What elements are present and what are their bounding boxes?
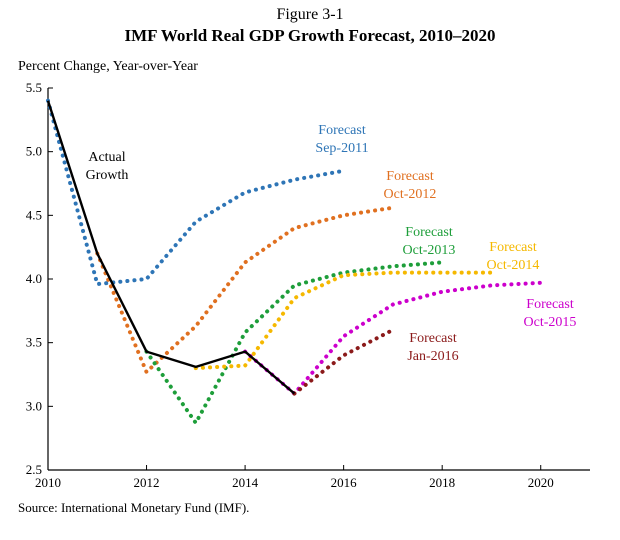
- figure-label: Figure 3-1: [276, 6, 344, 23]
- series-label-forecast-jan-2016: Forecast: [409, 331, 457, 346]
- series-line-forecast-jan-2016: [292, 327, 395, 396]
- source-note: Source: International Monetary Fund (IMF…: [18, 500, 250, 515]
- series-label-forecast-jan-2016: Jan-2016: [407, 349, 458, 364]
- series-label-forecast-oct-2015: Oct-2015: [524, 315, 577, 330]
- series-line-forecast-oct-2014: [193, 270, 494, 371]
- y-tick-label: 5.0: [26, 144, 42, 159]
- series-line-forecast-sep-2011: [46, 98, 346, 287]
- y-tick-label: 3.0: [26, 398, 42, 413]
- series-label-actual-growth: Growth: [86, 168, 129, 183]
- y-tick-label: 3.5: [26, 335, 42, 350]
- series-label-forecast-sep-2011: Sep-2011: [315, 141, 368, 156]
- series-label-forecast-oct-2012: Oct-2012: [384, 187, 437, 202]
- series-line-forecast-oct-2012: [95, 205, 395, 376]
- x-tick-label: 2010: [35, 475, 61, 490]
- series-label-actual-growth: Actual: [88, 150, 125, 165]
- y-tick-label: 2.5: [26, 462, 42, 477]
- y-tick-label: 4.0: [26, 271, 42, 286]
- x-tick-label: 2012: [134, 475, 160, 490]
- x-tick-label: 2016: [331, 475, 358, 490]
- series-label-forecast-oct-2013: Oct-2013: [403, 243, 456, 258]
- series-label-forecast-oct-2014: Forecast: [489, 240, 537, 255]
- series-label-forecast-oct-2012: Forecast: [386, 169, 434, 184]
- series-label-forecast-oct-2013: Forecast: [405, 225, 453, 240]
- x-tick-label: 2018: [429, 475, 455, 490]
- y-tick-label: 5.5: [26, 80, 42, 95]
- x-tick-label: 2014: [232, 475, 259, 490]
- series-label-forecast-oct-2014: Oct-2014: [487, 258, 540, 273]
- series-line-forecast-oct-2015: [243, 280, 543, 397]
- y-axis-label: Percent Change, Year-over-Year: [18, 59, 198, 74]
- chart-title: IMF World Real GDP Growth Forecast, 2010…: [124, 26, 496, 45]
- x-tick-label: 2020: [528, 475, 554, 490]
- series-label-forecast-sep-2011: Forecast: [318, 123, 366, 138]
- series-label-forecast-oct-2015: Forecast: [526, 297, 574, 312]
- y-tick-label: 4.5: [26, 207, 42, 222]
- series-line-forecast-oct-2013: [144, 260, 445, 427]
- series-line-actual-growth: [46, 100, 296, 395]
